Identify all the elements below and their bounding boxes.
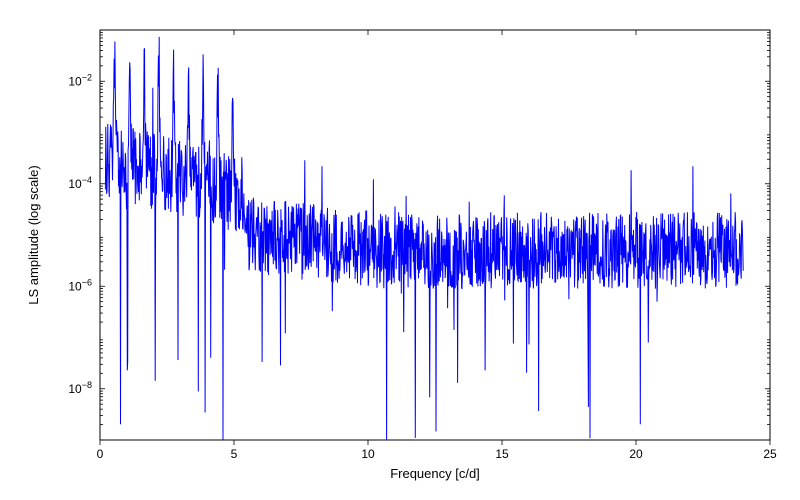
x-axis-label: Frequency [c/d] — [390, 466, 480, 481]
svg-text:20: 20 — [629, 447, 643, 461]
svg-text:5: 5 — [231, 447, 238, 461]
svg-text:15: 15 — [495, 447, 509, 461]
figure-container: 0 5 10 15 20 25 10−8 10−6 10−4 10−2 Frequency [c… — [0, 0, 800, 500]
svg-text:0: 0 — [97, 447, 104, 461]
svg-text:10: 10 — [361, 447, 375, 461]
svg-text:10−4: 10−4 — [68, 175, 92, 191]
chart-svg: 0 5 10 15 20 25 10−8 10−6 10−4 10−2 Frequency [c… — [0, 0, 800, 500]
y-axis-label: LS amplitude (log scale) — [26, 165, 41, 304]
svg-text:25: 25 — [763, 447, 777, 461]
svg-text:10−6: 10−6 — [68, 277, 92, 293]
svg-text:10−8: 10−8 — [68, 380, 92, 396]
svg-text:10−2: 10−2 — [68, 72, 92, 88]
